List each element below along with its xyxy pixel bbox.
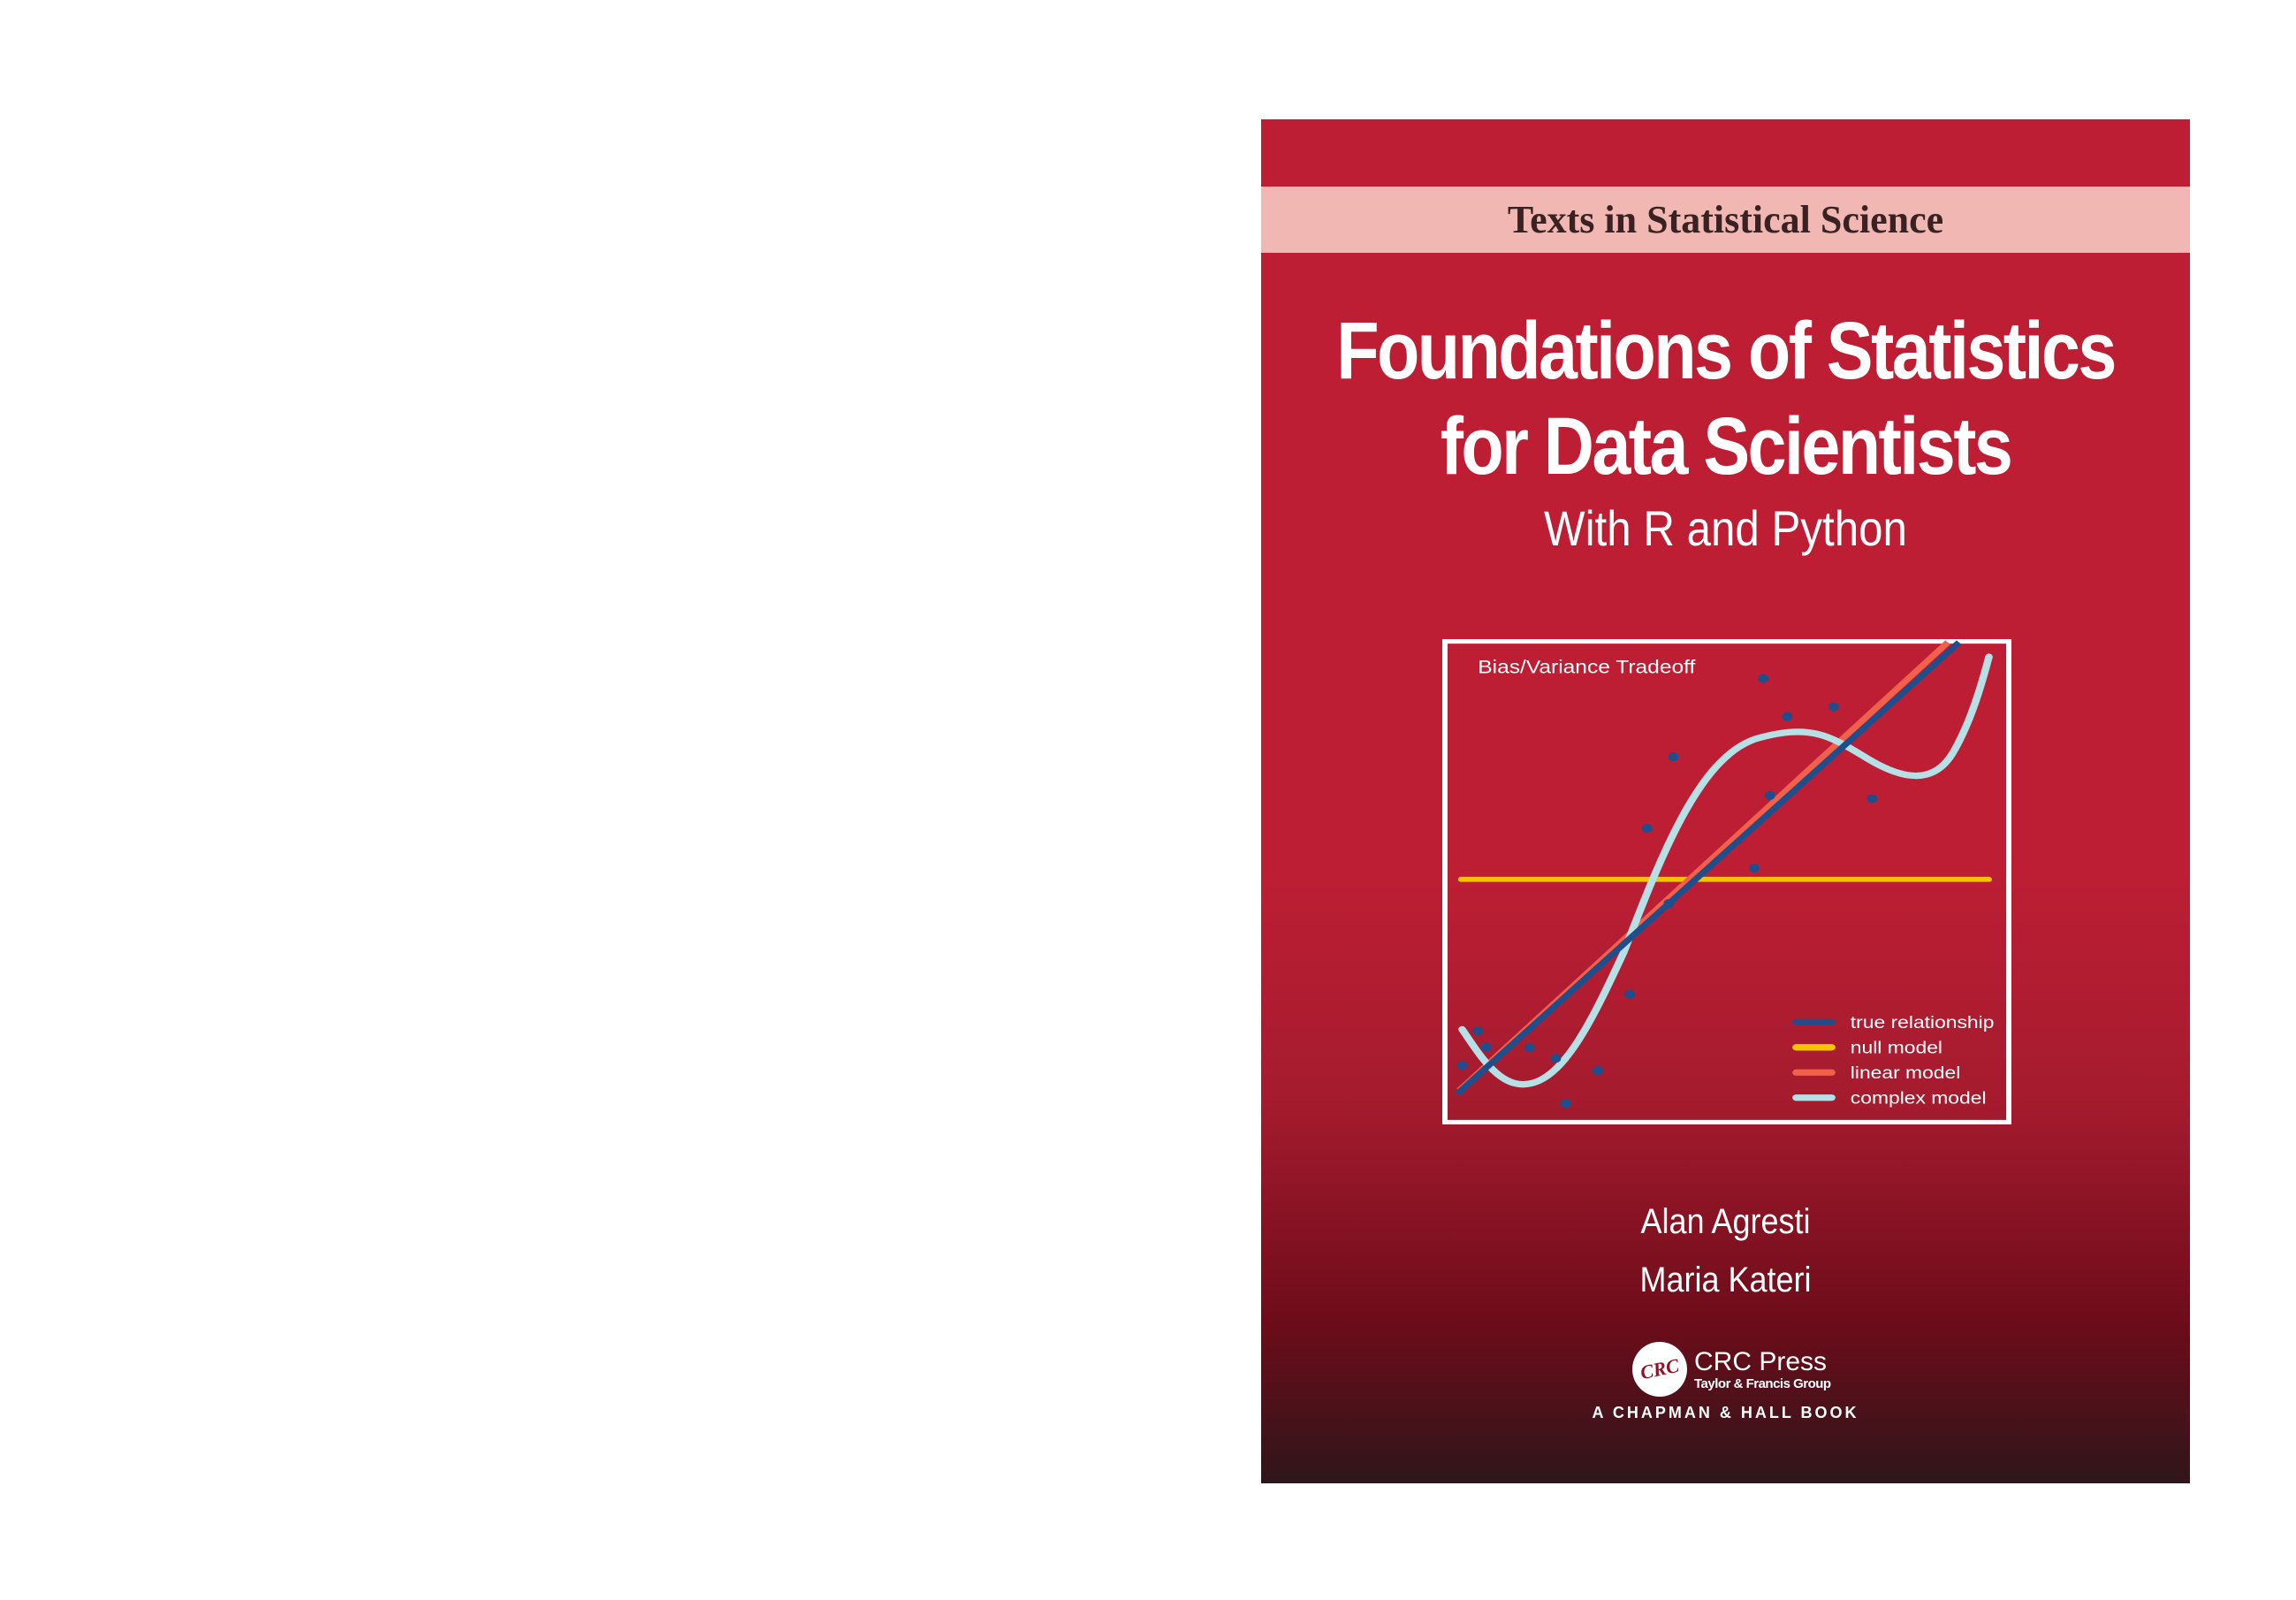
publisher-name: CRC Press <box>1694 1346 1828 1376</box>
author-2: Maria Kateri <box>1639 1261 1812 1299</box>
book-title-line1: Foundations of Statistics <box>1336 306 2117 396</box>
book-title-line2: for Data Scientists <box>1440 401 2013 491</box>
data-point <box>1668 752 1679 762</box>
publisher-logo: CRC CRC Press Taylor & Francis Group <box>1627 1337 1831 1402</box>
data-point <box>1550 1054 1562 1063</box>
legend-label: linear model <box>1851 1063 1961 1082</box>
data-point <box>1524 1043 1535 1053</box>
data-point <box>1663 899 1675 909</box>
data-point <box>1480 1042 1492 1052</box>
data-point <box>1592 1065 1603 1076</box>
complex-model-curve <box>1458 653 1993 1088</box>
data-point <box>1828 702 1839 712</box>
imprint: A CHAPMAN & HALL BOOK <box>1592 1404 1859 1421</box>
data-point <box>1624 989 1636 1000</box>
crc-logo-icon: CRC <box>1627 1337 1692 1402</box>
series-band: Texts in Statistical Science <box>1261 187 2190 253</box>
legend-label: true relationship <box>1851 1012 1995 1032</box>
author-1: Alan Agresti <box>1640 1202 1811 1241</box>
data-point <box>1560 1099 1571 1109</box>
true-relationship-line <box>1455 640 1962 1096</box>
data-point <box>1472 1026 1484 1036</box>
data-point <box>1764 790 1775 801</box>
data-point <box>1866 794 1878 804</box>
illustration-frame <box>1442 639 2011 1124</box>
cover-illustration: Bias/Variance Tradeoff true relationship… <box>1442 639 2011 1124</box>
data-point <box>1758 674 1769 683</box>
book-subtitle: With R and Python <box>1544 500 1907 556</box>
book-cover: Texts in Statistical Science Foundations… <box>1261 119 2190 1483</box>
legend-label: complex model <box>1851 1088 1987 1108</box>
publisher-group: Taylor & Francis Group <box>1694 1375 1831 1391</box>
illustration-title: Bias/Variance Tradeoff <box>1478 656 1696 677</box>
data-point <box>1456 1061 1468 1070</box>
data-point <box>1782 712 1793 721</box>
data-point <box>1641 824 1653 834</box>
legend-label: null model <box>1851 1038 1942 1057</box>
data-point <box>1748 863 1760 873</box>
